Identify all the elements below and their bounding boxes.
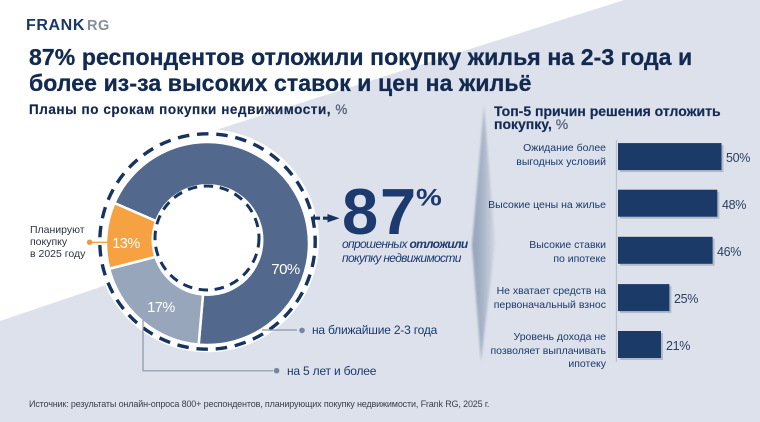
svg-text:70%: 70% — [271, 261, 300, 278]
svg-text:17%: 17% — [147, 300, 175, 316]
svg-text:13%: 13% — [112, 236, 140, 252]
